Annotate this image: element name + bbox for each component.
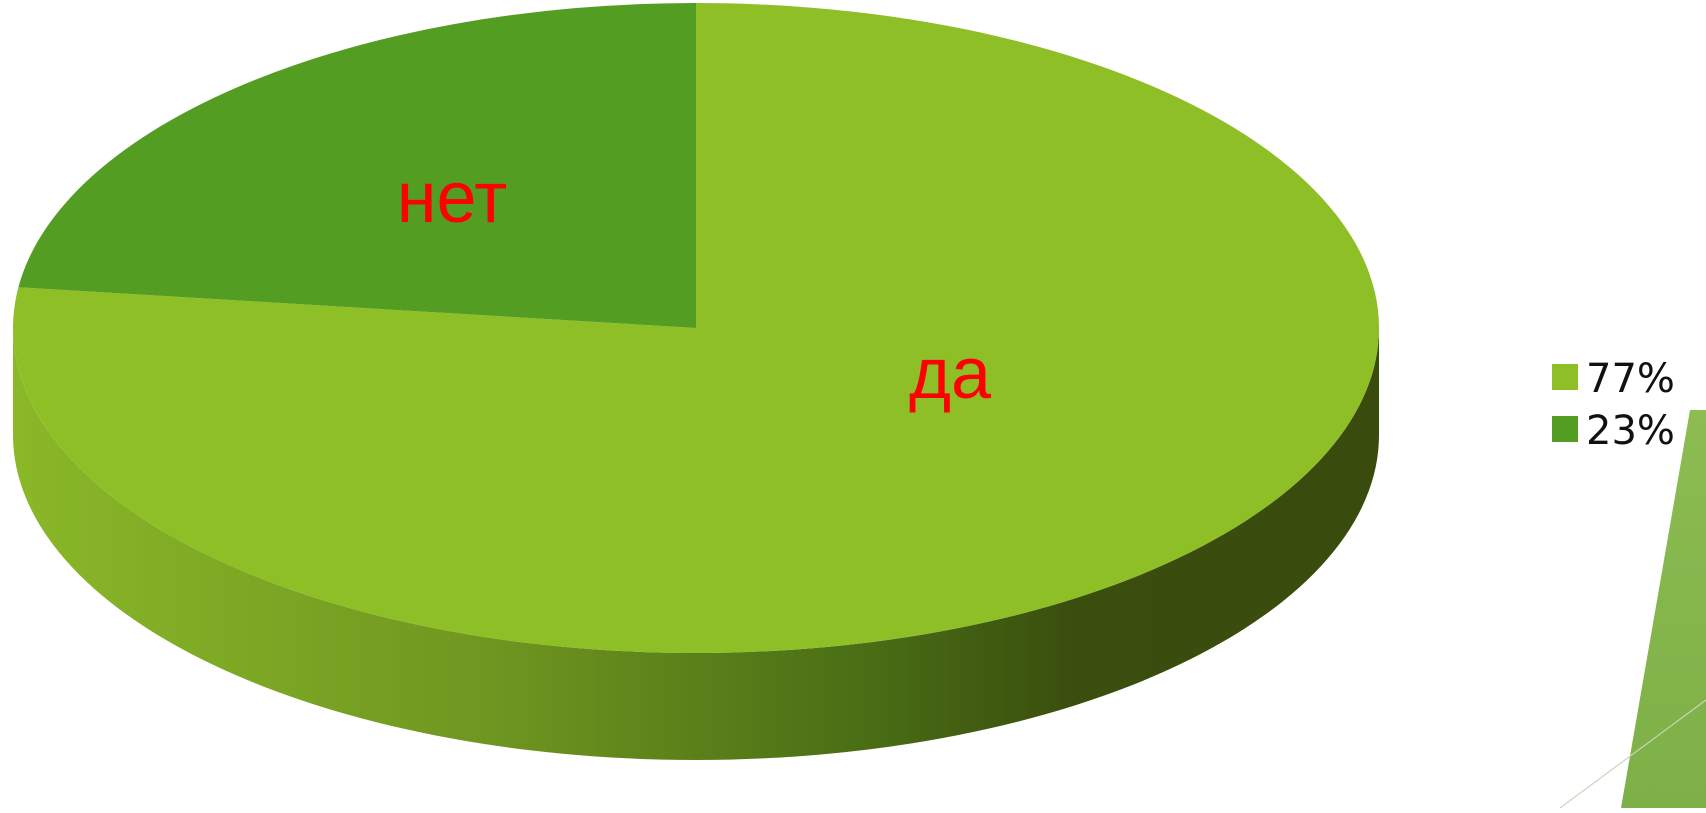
legend: 77%23% bbox=[1552, 356, 1675, 454]
legend-label-0: 77% bbox=[1586, 356, 1675, 402]
slice-label-no: нет bbox=[397, 158, 507, 238]
legend-swatch-0 bbox=[1552, 364, 1578, 390]
legend-label-1: 23% bbox=[1586, 408, 1675, 454]
slice-label-yes: да bbox=[909, 334, 992, 414]
slice-labels: да нет bbox=[397, 158, 992, 414]
decorative-shape bbox=[1559, 410, 1706, 809]
pie-side-wall bbox=[13, 328, 1379, 760]
pie-slice-no bbox=[18, 3, 696, 328]
pie-slices bbox=[13, 2, 1380, 653]
legend-swatch-1 bbox=[1552, 416, 1578, 442]
pie-slice-yes bbox=[13, 2, 1380, 653]
